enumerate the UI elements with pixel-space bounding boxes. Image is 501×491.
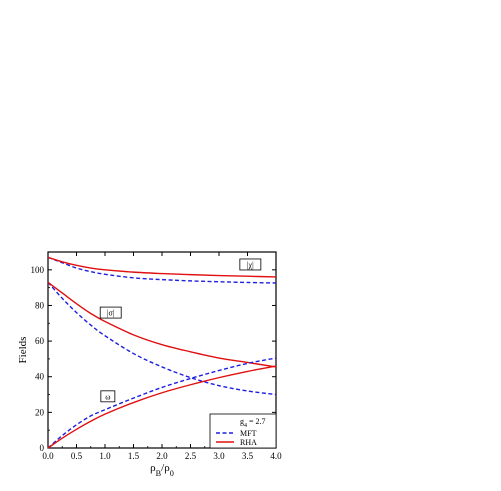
annotation-box — [99, 306, 122, 319]
x-tick-label: 3.5 — [242, 451, 254, 461]
legend-label-rha: RHA — [240, 438, 257, 447]
x-axis-label: ρB/ρ0 — [150, 462, 174, 478]
series-line-chi-mft — [47, 256, 277, 284]
x-tick-label: 0.0 — [42, 451, 54, 461]
annotations: |χ| |σ| ω — [99, 258, 262, 403]
x-tick-label: 1.5 — [128, 451, 140, 461]
series-line-sigma-mft — [47, 281, 277, 396]
x-tick-label: 2.0 — [156, 451, 168, 461]
legend-header: g4 = 2.7 — [240, 417, 266, 429]
series-line-omega-rha — [47, 365, 277, 449]
annotation-label: |σ| — [107, 309, 115, 318]
annotation-label: ω — [105, 392, 110, 401]
series-line-sigma-rha — [47, 281, 277, 368]
annotation: |σ| — [99, 306, 122, 319]
series-line-chi-rha — [47, 256, 277, 278]
series-line-omega-mft — [47, 357, 277, 449]
series-lines — [47, 256, 277, 449]
legend-label-mft: MFT — [240, 429, 257, 438]
y-tick-label: 40 — [35, 372, 45, 382]
x-tick-label: 0.5 — [71, 451, 83, 461]
annotation-box — [239, 258, 262, 271]
y-tick-label: 0 — [40, 443, 45, 453]
x-tick-label: 4.0 — [270, 451, 282, 461]
annotation-label: |χ| — [247, 260, 254, 269]
y-tick-label: 100 — [31, 265, 45, 275]
y-tick-label: 80 — [35, 300, 45, 310]
annotation-box — [100, 390, 116, 403]
annotation: |χ| — [239, 258, 262, 271]
y-axis-label: Fields — [17, 337, 29, 364]
x-tick-label: 1.0 — [99, 451, 111, 461]
x-axis-ticks: 0.0 0.5 1.0 1.5 2.0 2.5 3.0 3.5 4.0 — [42, 252, 282, 461]
x-tick-label: 2.5 — [185, 451, 197, 461]
annotation: ω — [100, 390, 116, 403]
y-tick-label: 20 — [35, 407, 45, 417]
x-tick-label: 3.0 — [213, 451, 225, 461]
y-tick-label: 60 — [35, 336, 45, 346]
